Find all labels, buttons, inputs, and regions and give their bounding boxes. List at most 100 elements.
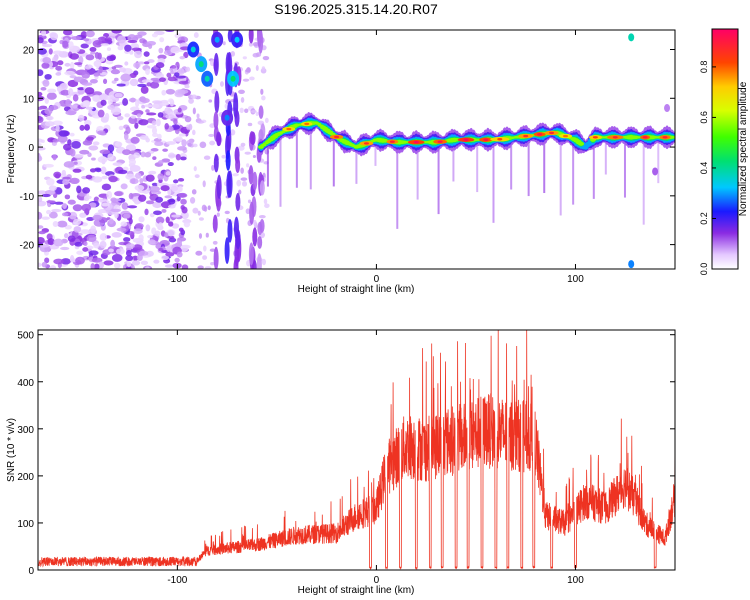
heatmap-noise-blob: [207, 205, 211, 211]
heatmap-noise-blob: [184, 84, 190, 89]
heatmap-noise-blob: [192, 107, 196, 115]
heatmap-noise-blob: [180, 156, 187, 161]
heatmap-noise-blob: [212, 240, 218, 245]
heatmap-leak: [295, 125, 298, 188]
heatmap-noise-blob: [170, 185, 179, 192]
heatmap-noise-blob: [85, 54, 95, 61]
heatmap-noise-blob: [129, 72, 137, 79]
heatmap-noise-blob: [82, 140, 93, 146]
heatmap-noise-blob: [140, 151, 146, 158]
heatmap-streak: [233, 257, 239, 269]
heatmap-streak: [213, 153, 219, 173]
heatmap-noise-blob: [164, 30, 175, 33]
heatmap-noise-blob: [83, 100, 91, 107]
snr-y-axis-ticks: 0 100 200 300 400 500: [17, 331, 675, 577]
heatmap-noise-blob: [239, 107, 244, 114]
heatmap-noise-blob: [155, 118, 161, 127]
heatmap-streak: [258, 30, 264, 54]
heatmap-noise-blob: [187, 142, 192, 147]
heatmap-noise-blob: [180, 198, 187, 205]
heatmap-noise-blob: [124, 44, 132, 52]
heatmap-noise-blob: [101, 202, 110, 207]
heatmap-noise-blob: [193, 166, 197, 172]
heatmap-noise-blob: [76, 250, 84, 255]
heatmap-hotspot-core: [662, 136, 668, 139]
heatmap-streak: [257, 236, 263, 249]
heatmap-noise-blob: [100, 99, 107, 106]
heatmap-noise-blob: [41, 261, 48, 268]
colorbar-gradient: [711, 28, 739, 270]
heatmap-streak: [249, 131, 255, 145]
heatmap-noise-blob: [255, 65, 259, 71]
heatmap-noise-blob: [85, 106, 94, 110]
heatmap-noise-blob: [40, 86, 47, 91]
heatmap-noise-blob: [53, 171, 62, 178]
heatmap-noise-blob: [93, 72, 100, 77]
heatmap-noise-blob: [143, 51, 150, 57]
heatmap-noise-blob: [86, 234, 97, 243]
heatmap-noise-blob: [136, 113, 142, 118]
heatmap-noise-blob: [157, 173, 164, 181]
heatmap-noise-blob: [137, 83, 147, 88]
colorbar: 0.0 0.2 0.4 0.6 0.8 Normalized spectral ampl…: [699, 28, 749, 276]
heatmap-noise-blob: [130, 115, 137, 119]
heatmap-noise-blob: [120, 183, 128, 190]
heatmap-noise-blob: [62, 176, 71, 180]
heatmap-noise-blob: [62, 179, 70, 185]
heatmap-noise-blob: [89, 168, 97, 173]
heatmap-noise-blob: [83, 241, 88, 247]
heatmap-noise-blob: [125, 249, 132, 257]
heatmap-noise-blob: [61, 169, 67, 176]
heatmap-noise-blob: [134, 50, 142, 59]
heatmap-bright-core: [190, 46, 196, 53]
heatmap-noise-blob: [83, 38, 90, 42]
heatmap-leak: [527, 135, 530, 197]
heatmap-noise-blob: [125, 243, 135, 249]
heatmap-noise-blob: [38, 91, 43, 97]
heatmap-noise-blob: [72, 204, 83, 212]
heatmap-noise-blob: [176, 240, 183, 248]
heatmap-hotspot-core: [563, 134, 569, 138]
heatmap-noise-blob: [245, 69, 250, 73]
heatmap-noise-blob: [99, 240, 107, 249]
heatmap-leak: [266, 142, 269, 187]
heatmap-noise-blob: [98, 261, 105, 269]
heatmap-bright-core: [230, 75, 236, 82]
heatmap-noise-blob: [103, 260, 114, 266]
heatmap-streak: [225, 52, 231, 75]
heatmap-streak: [258, 105, 264, 119]
heatmap-noise-blob: [144, 208, 149, 216]
heatmap-noise-blob: [38, 142, 42, 147]
heatmap-noise-blob: [123, 237, 131, 242]
heatmap-bright-core: [198, 61, 204, 68]
heatmap-noise-blob: [140, 260, 149, 265]
heatmap-noise-blob: [77, 87, 86, 91]
heatmap-noise-blob: [38, 225, 44, 229]
heatmap-noise-blob: [54, 201, 64, 205]
heatmap-noise-blob: [72, 94, 79, 102]
heatmap-leak: [374, 140, 377, 166]
heatmap-bright-core: [204, 75, 210, 82]
colorbar-label: Normalized spectral amplitude: [738, 81, 749, 216]
colorbar-tick-label: 0.0: [699, 263, 709, 276]
heatmap-noise-blob: [183, 221, 191, 228]
colorbar-tick-label: 0.4: [699, 162, 709, 175]
heatmap-noise-blob: [47, 238, 55, 246]
heatmap-noise-blob: [189, 197, 196, 204]
heatmap-noise-blob: [69, 148, 76, 157]
heatmap-noise-blob: [67, 88, 74, 96]
heatmap-noise-blob: [157, 160, 164, 165]
heatmap-noise-blob: [74, 62, 83, 66]
heatmap-noise-blob: [86, 216, 95, 221]
heatmap-ridge-cell: [578, 141, 585, 146]
snr-x-tick-label: -100: [167, 575, 187, 586]
heatmap-noise-blob: [147, 239, 156, 245]
heatmap-noise-blob: [97, 156, 108, 163]
snr-panel: 0 100 200 300 400 500 -100 0 100 Height of stra…: [6, 329, 676, 596]
heatmap-noise-blob: [240, 96, 245, 103]
heatmap-noise-blob: [57, 134, 68, 143]
heatmap-streak: [216, 131, 222, 147]
heatmap-noise-blob: [175, 136, 183, 142]
heatmap-noise-blob: [197, 265, 204, 269]
heatmap-noise-blob: [64, 70, 76, 76]
